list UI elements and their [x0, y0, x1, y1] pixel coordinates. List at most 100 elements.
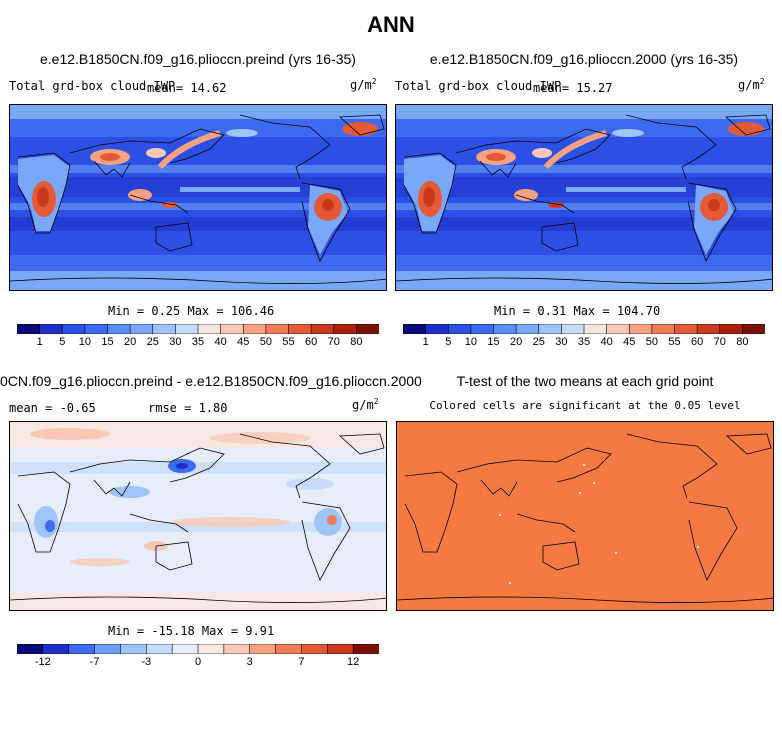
colorbar-cell [606, 324, 631, 334]
colorbar-tick-label: 50 [259, 336, 272, 348]
panel3-colorbar-labels: -12 -7 -3 0 3 7 12 [17, 656, 379, 670]
colorbar-cell [42, 644, 70, 654]
colorbar-tick-label: 60 [691, 336, 704, 348]
panel2-units: g/m2 [738, 77, 765, 92]
colorbar-cell [493, 324, 517, 334]
colorbar-tick-label: 20 [124, 336, 137, 348]
colorbar-cell [242, 324, 267, 334]
colorbar-cell [152, 324, 177, 334]
colorbar-cell [352, 644, 379, 654]
colorbar-cell [288, 324, 312, 334]
panel1-variable: Total grd-box cloud IWP [9, 79, 176, 93]
colorbar-tick-label: 15 [487, 336, 500, 348]
colorbar-tick-label: 0 [194, 656, 202, 668]
figure-title: ANN [367, 12, 415, 37]
colorbar-cell [651, 324, 676, 334]
panel2-variable: Total grd-box cloud IWP [395, 79, 562, 93]
colorbar-tick-label: 60 [305, 336, 318, 348]
panel3-stats: Min = -15.18 Max = 9.91 [108, 624, 275, 638]
colorbar-cell [326, 644, 354, 654]
colorbar-cell [249, 644, 277, 654]
panel1-stats: Min = 0.25 Max = 106.46 [108, 304, 275, 318]
colorbar-cell [171, 644, 199, 654]
colorbar-tick-label: 30 [169, 336, 182, 348]
colorbar-cell [145, 644, 173, 654]
colorbar-tick-label: 5 [59, 336, 66, 348]
colorbar-cell [515, 324, 540, 334]
panel1-title: e.e12.B1850CN.f09_g16.plioccn.preind (yr… [40, 51, 356, 67]
colorbar-cell [265, 324, 290, 334]
panel2-colorbar-labels: 1 5 10 15 20 25 30 35 40 45 50 55 60 70 80 [403, 336, 765, 350]
colorbar-cell [310, 324, 335, 334]
colorbar-cell [333, 324, 358, 334]
colorbar-tick-label: 10 [464, 336, 477, 348]
colorbar-tick-label: 7 [298, 656, 305, 668]
colorbar-cell [719, 324, 744, 334]
colorbar-cell [61, 324, 86, 334]
panel4-subtitle: Colored cells are significant at the 0.0… [429, 399, 741, 412]
colorbar-tick-label: 25 [146, 336, 159, 348]
colorbar-cell [68, 644, 96, 654]
colorbar-cell [628, 324, 653, 334]
colorbar-tick-label: 15 [101, 336, 114, 348]
colorbar-tick-label: 80 [736, 336, 749, 348]
colorbar-cell [356, 324, 379, 334]
colorbar-tick-label: -3 [141, 656, 152, 668]
panel2-stats: Min = 0.31 Max = 104.70 [494, 304, 661, 318]
colorbar-tick-label: 45 [623, 336, 636, 348]
colorbar-tick-label: 5 [445, 336, 452, 348]
panel3-mean: mean = -0.65 [9, 401, 96, 415]
colorbar-tick-label: 55 [668, 336, 681, 348]
colorbar-tick-label: 45 [237, 336, 250, 348]
panel3-rmse: rmse = 1.80 [148, 401, 228, 415]
colorbar-cell [197, 324, 222, 334]
colorbar-cell [425, 324, 450, 334]
colorbar-cell [447, 324, 472, 334]
colorbar-cell [538, 324, 563, 334]
panel4-map [396, 421, 774, 611]
colorbar-cell [301, 644, 329, 654]
colorbar-cell [275, 644, 303, 654]
colorbar-tick-label: 35 [191, 336, 205, 348]
colorbar-cell [197, 644, 225, 654]
panel4-title: T-test of the two means at each grid poi… [456, 373, 714, 389]
colorbar-cell [107, 324, 131, 334]
colorbar-cell [17, 644, 44, 654]
colorbar-cell [223, 644, 251, 654]
colorbar-tick-label: -7 [89, 656, 100, 668]
colorbar-tick-label: 30 [555, 336, 568, 348]
panel1-mean: mean= 14.62 [147, 81, 227, 95]
colorbar-cell [403, 324, 427, 334]
colorbar-cell [94, 644, 122, 654]
colorbar-cell [175, 324, 199, 334]
colorbar-cell [220, 324, 245, 334]
panel1-colorbar-labels: 1 5 10 15 20 25 30 35 40 45 50 55 60 70 80 [17, 336, 379, 350]
panel2-title: e.e12.B1850CN.f09_g16.plioccn.2000 (yrs … [429, 51, 739, 67]
colorbar-cell [120, 644, 148, 654]
panel3-colorbar [17, 644, 379, 654]
colorbar-tick-label: 1 [422, 336, 429, 348]
colorbar-tick-label: 40 [214, 336, 227, 348]
colorbar-cell [696, 324, 721, 334]
colorbar-tick-label: 20 [510, 336, 523, 348]
colorbar-cell [583, 324, 608, 334]
panel3-title: 0CN.f09_g16.plioccn.preind - e.e12.B1850… [0, 373, 422, 389]
colorbar-tick-label: 70 [713, 336, 726, 348]
colorbar-cell [84, 324, 109, 334]
panel2-mean: mean= 15.27 [533, 81, 613, 95]
panel1-colorbar [17, 324, 379, 334]
colorbar-tick-label: 25 [532, 336, 545, 348]
colorbar-cell [39, 324, 64, 334]
colorbar-tick-label: 40 [600, 336, 613, 348]
panel2-map [395, 104, 773, 291]
colorbar-cell [129, 324, 154, 334]
colorbar-tick-label: 3 [246, 656, 253, 668]
panel3-units: g/m2 [352, 397, 379, 412]
colorbar-cell [742, 324, 765, 334]
colorbar-cell [561, 324, 585, 334]
colorbar-tick-label: 35 [577, 336, 591, 348]
panel1-map [9, 104, 387, 291]
colorbar-tick-label: 1 [36, 336, 43, 348]
colorbar-tick-label: 70 [327, 336, 340, 348]
colorbar-tick-label: 80 [350, 336, 363, 348]
